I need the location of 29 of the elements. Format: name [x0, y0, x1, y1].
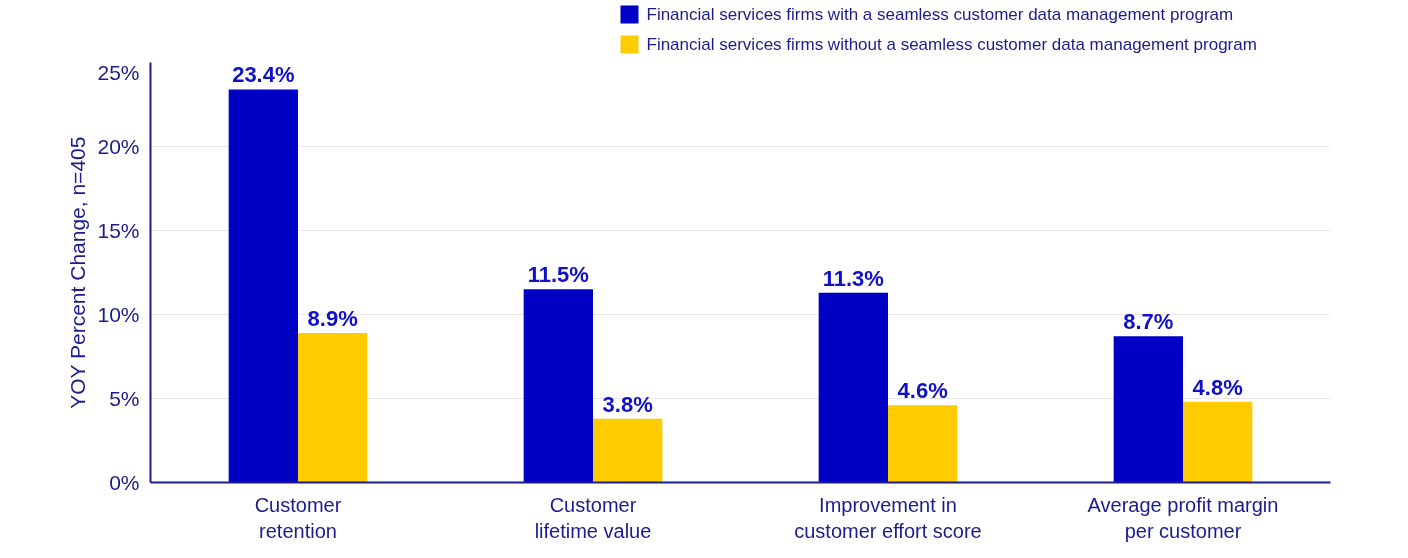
data-label: 23.4% — [232, 62, 295, 88]
bar — [1113, 336, 1183, 483]
x-tick-label: Customer lifetime value — [534, 493, 652, 542]
bar — [298, 332, 368, 483]
data-label: 8.9% — [307, 305, 358, 331]
bar — [888, 405, 958, 483]
y-axis-title: YOY Percent Change, n=405 — [66, 136, 90, 409]
x-tick-label: Average profit margin per customer — [1087, 493, 1279, 542]
legend-label: Financial services firms without a seamless customer data management program — [646, 35, 1257, 54]
data-label: 11.5% — [527, 262, 589, 288]
y-tick-label: 5% — [109, 387, 140, 410]
bar — [818, 292, 888, 483]
data-label: 4.6% — [897, 378, 948, 404]
bar — [1183, 401, 1253, 483]
y-tick-label: 15% — [97, 219, 140, 242]
data-label: 8.7% — [1123, 309, 1174, 335]
y-tick-label: 25% — [97, 60, 140, 84]
y-tick-label: 0% — [109, 471, 140, 494]
data-label: 4.8% — [1192, 374, 1243, 400]
data-label: 3.8% — [602, 391, 653, 417]
bar — [228, 89, 298, 483]
y-tick-label: 20% — [97, 135, 140, 158]
y-tick-label: 10% — [97, 303, 140, 326]
x-tick-label: Improvement in customer effort score — [794, 493, 982, 542]
bar — [593, 418, 663, 483]
data-label: 11.3% — [822, 265, 884, 291]
x-tick-label: Customer retention — [254, 493, 342, 542]
bar — [523, 289, 593, 483]
legend-label: Financial services firms with a seamless customer data management program — [646, 5, 1234, 24]
